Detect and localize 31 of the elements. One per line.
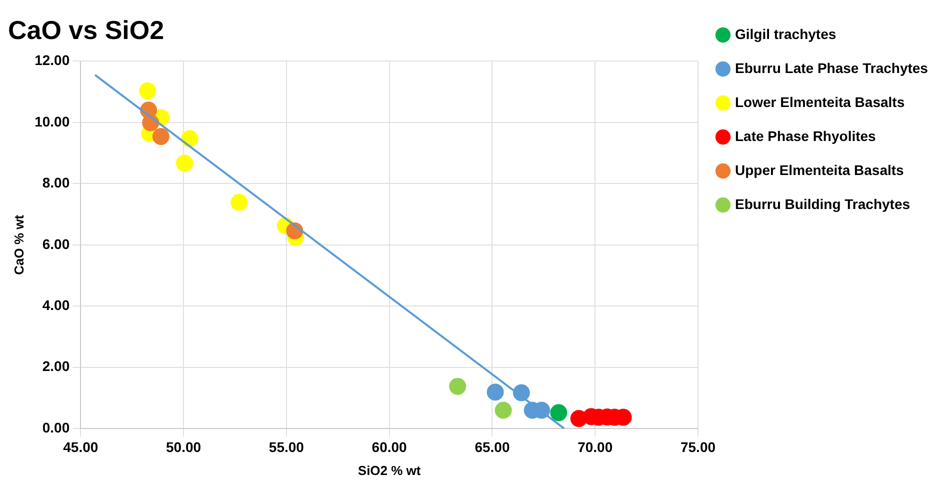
y-tick-label: 8.00 [42, 174, 70, 191]
y-tick-label: 0.00 [42, 419, 70, 436]
legend-label: Lower Elmenteita Basalts [735, 94, 905, 110]
y-tick-label: 4.00 [42, 296, 70, 313]
x-tick-label: 50.00 [166, 438, 202, 455]
legend-label: Upper Elmenteita Basalts [735, 162, 904, 178]
y-tick-label: 6.00 [42, 236, 70, 252]
legend-label: Late Phase Rhyolites [735, 128, 876, 144]
x-tick-label: 45.00 [63, 438, 98, 455]
x-tick-label: 55.00 [268, 438, 304, 455]
legend-label: Eburru Building Trachytes [735, 196, 910, 212]
point [176, 154, 194, 172]
x-tick-label: 75.00 [680, 438, 716, 455]
y-tick-label: 2.00 [42, 358, 70, 374]
point [494, 402, 512, 419]
point [230, 194, 248, 211]
point [449, 378, 466, 395]
point [486, 384, 504, 401]
y-tick-label: 10.00 [34, 113, 70, 130]
x-tick-label: 65.00 [474, 438, 510, 455]
y-tick-label: 12.00 [34, 52, 70, 68]
chart-title: CaO vs SiO2 [8, 14, 164, 45]
point [550, 404, 568, 422]
x-tick-label: 60.00 [372, 438, 408, 455]
legend-label: Eburru Late Phase Trachytes [735, 60, 928, 76]
x-tick-label: 70.00 [578, 438, 613, 455]
legend-label: Gilgil trachytes [735, 26, 836, 42]
point [152, 128, 170, 146]
x-axis-title: SiO2 % wt [358, 462, 422, 478]
y-axis-title: CaO % wt [11, 214, 26, 275]
point [139, 82, 156, 100]
